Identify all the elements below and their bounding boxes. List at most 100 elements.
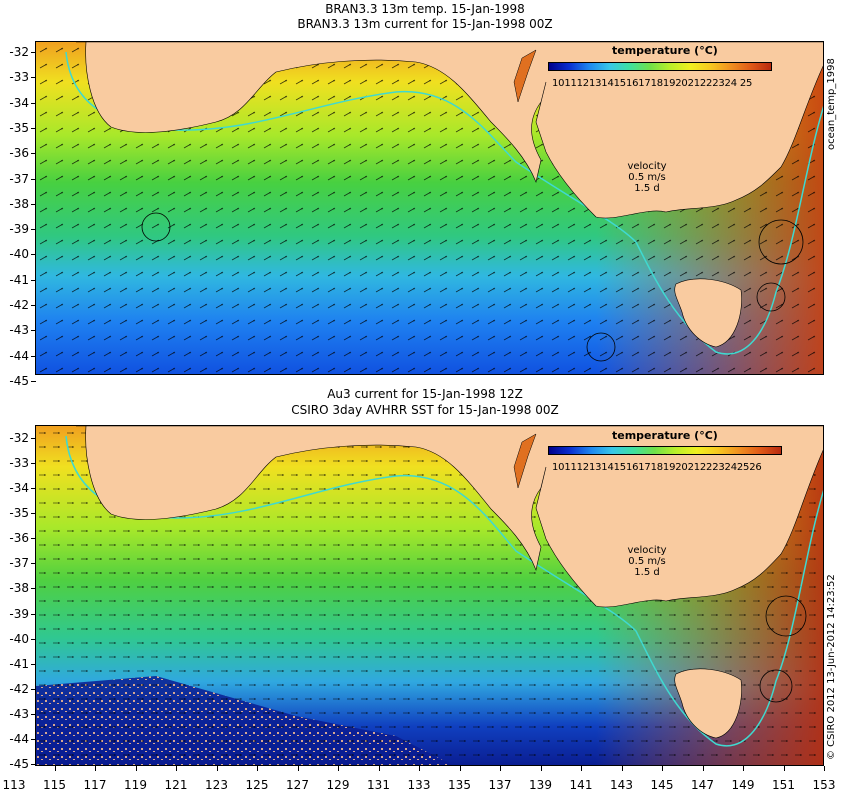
lon-label: 135	[448, 778, 471, 792]
top-lat-label: -37	[9, 171, 29, 186]
lon-label: 119	[124, 778, 147, 792]
lon-tick	[459, 766, 461, 771]
top-velocity-key: velocity 0.5 m/s 1.5 d	[617, 161, 677, 194]
bottom-lat-tick	[31, 513, 36, 515]
lon-tick	[257, 766, 258, 771]
bottom-velocity-label: velocity	[627, 545, 667, 556]
top-lat-tick	[31, 52, 36, 53]
lon-label: 127	[286, 778, 309, 792]
lon-label: 125	[245, 778, 269, 792]
top-lat-tick	[31, 102, 36, 104]
top-lat-tick	[31, 355, 36, 357]
bottom-lat-label: -39	[9, 606, 29, 621]
top-australia-land	[76, 42, 823, 219]
bottom-lat-tick	[31, 488, 36, 490]
lon-label: 153	[812, 778, 836, 792]
top-eddy-2	[756, 282, 786, 312]
top-legend-title: temperature (°C)	[612, 44, 718, 57]
top-eddy-1	[758, 219, 804, 265]
bottom-lat-tick	[31, 463, 36, 465]
bottom-side-label: © CSIRO 2012 13-Jun-2012 14:23:52	[826, 574, 837, 760]
bottom-colorbar	[548, 446, 782, 455]
top-lat-tick	[31, 77, 36, 79]
lon-tick	[54, 766, 56, 771]
lon-label: 131	[367, 778, 390, 792]
lon-tick	[297, 766, 299, 771]
bottom-eddy-2	[759, 669, 793, 703]
bottom-legend-title: temperature (°C)	[612, 429, 718, 442]
bottom-lat-label: -40	[9, 631, 29, 646]
lon-tick	[743, 766, 744, 771]
bottom-velocity-sub: 1.5 d	[634, 567, 660, 578]
top-velocity-sub: 1.5 d	[634, 183, 660, 194]
lon-tick	[419, 766, 420, 771]
lon-tick	[581, 766, 582, 771]
top-eddy-4	[141, 212, 171, 242]
bottom-lat-label: -38	[9, 581, 29, 596]
bottom-eddy-1	[765, 595, 807, 637]
bottom-lat-tick	[31, 638, 36, 640]
lon-tick	[662, 766, 663, 771]
bottom-lat-tick	[31, 713, 36, 715]
bottom-lat-label: -42	[9, 681, 29, 696]
bottom-title-line1: Au3 current for 15-Jan-1998 12Z	[327, 387, 523, 401]
top-lat-label: -38	[9, 196, 29, 211]
top-lat-label: -44	[9, 348, 29, 363]
top-map-svg	[36, 42, 823, 374]
bottom-map[interactable]	[35, 425, 824, 766]
bottom-lat-tick	[31, 438, 36, 439]
lon-label: 143	[610, 778, 633, 792]
bottom-yorke-peninsula	[513, 433, 537, 489]
top-lat-label: -39	[9, 222, 29, 237]
lon-tick	[500, 766, 501, 771]
top-tasmania	[674, 278, 742, 348]
lon-tick	[702, 766, 704, 771]
lon-tick	[176, 766, 177, 771]
lon-label: 121	[164, 778, 188, 792]
lon-label: 145	[650, 778, 674, 792]
top-velocity-label: velocity	[627, 161, 667, 172]
bottom-velocity-key: velocity 0.5 m/s 1.5 d	[617, 545, 677, 578]
bottom-lat-label: -37	[9, 556, 29, 571]
bottom-tasmania	[674, 668, 742, 739]
top-lat-label: -45	[9, 374, 29, 388]
lon-label: 141	[569, 778, 593, 792]
top-lat-tick	[31, 279, 36, 281]
top-lat-label: -35	[9, 120, 29, 135]
top-velocity-value: 0.5 m/s	[628, 172, 666, 183]
bottom-title-line2: CSIRO 3day AVHRR SST for 15-Jan-1998 00Z	[291, 403, 559, 417]
top-yorke-peninsula	[513, 49, 537, 103]
top-colorbar-ticks: 101112131415161718192021222324 25	[552, 78, 753, 89]
top-title-line1: BRAN3.3 13m temp. 15-Jan-1998	[325, 2, 525, 16]
lon-tick	[824, 766, 825, 771]
top-map[interactable]	[35, 41, 824, 375]
top-lat-tick	[31, 381, 36, 382]
top-side-label: ocean_temp_1998	[826, 58, 837, 150]
lon-label: 139	[529, 778, 552, 792]
top-lat-tick	[31, 330, 36, 332]
bottom-lat-tick	[31, 563, 36, 565]
top-lat-tick	[31, 254, 36, 256]
top-lat-label: -33	[9, 70, 29, 85]
lon-tick	[540, 766, 542, 771]
lon-tick	[378, 766, 380, 771]
lon-label: 123	[205, 778, 228, 792]
lon-label: 147	[691, 778, 714, 792]
bottom-lat-label: -35	[9, 506, 29, 521]
lon-tick	[95, 766, 96, 771]
top-lat-label: -41	[9, 272, 29, 287]
bottom-lat-tick	[31, 688, 36, 690]
bottom-lat-tick	[31, 738, 36, 740]
bottom-lat-label: -44	[9, 731, 29, 746]
bottom-australia-land	[76, 426, 823, 608]
top-lat-tick	[31, 178, 36, 180]
lon-label: 115	[43, 778, 66, 792]
bottom-lat-label: -34	[9, 481, 29, 496]
lon-tick	[621, 766, 623, 771]
lon-label: 113	[2, 778, 26, 792]
top-title-line2: BRAN3.3 13m current for 15-Jan-1998 00Z	[297, 17, 553, 31]
bottom-lat-tick	[31, 538, 36, 540]
bottom-velocity-value: 0.5 m/s	[628, 556, 666, 567]
bottom-lat-label: -36	[9, 531, 29, 546]
top-lat-tick	[31, 229, 36, 231]
